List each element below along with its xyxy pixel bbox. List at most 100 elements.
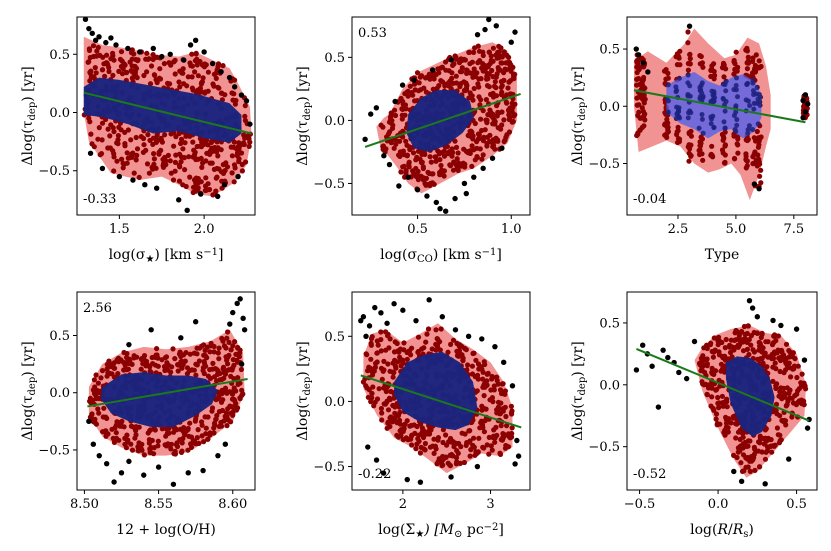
- data-point: [203, 62, 209, 68]
- x-axis-label: log(Σ★) [M⊙ pc−2]: [378, 522, 504, 540]
- data-point: [492, 439, 498, 445]
- data-point: [211, 430, 217, 436]
- data-point: [710, 405, 716, 412]
- data-point: [115, 137, 121, 143]
- data-point: [730, 414, 737, 420]
- outlier-point: [429, 67, 436, 73]
- data-point-inner: [734, 75, 739, 81]
- data-point: [720, 137, 726, 143]
- data-point: [154, 346, 160, 352]
- data-point: [220, 162, 226, 168]
- data-point: [688, 133, 695, 139]
- data-point: [642, 117, 648, 123]
- y-tick-label: −0.5: [588, 157, 620, 172]
- outlier-point: [633, 367, 640, 373]
- data-point: [697, 143, 704, 149]
- data-point: [743, 165, 749, 171]
- outlier-point: [778, 322, 784, 329]
- data-point: [119, 156, 125, 162]
- data-point: [488, 53, 494, 59]
- data-point: [486, 84, 492, 90]
- data-point: [745, 54, 751, 60]
- data-point: [493, 85, 499, 91]
- data-point: [202, 347, 208, 353]
- fit-line: [83, 91, 252, 135]
- data-point: [178, 136, 185, 142]
- data-point: [119, 71, 126, 77]
- data-point: [462, 161, 468, 167]
- data-point: [124, 160, 130, 166]
- plot-area: [81, 17, 253, 214]
- data-point: [745, 136, 751, 143]
- data-point: [721, 74, 727, 80]
- x-tick-label: 1.0: [501, 222, 522, 237]
- data-point: [431, 436, 437, 442]
- data-point: [422, 440, 428, 447]
- data-point: [499, 122, 505, 128]
- data-point: [489, 373, 495, 380]
- data-point: [93, 421, 99, 427]
- data-point: [224, 414, 230, 420]
- data-point: [94, 48, 100, 54]
- data-point-inner: [677, 75, 682, 81]
- data-point: [156, 75, 162, 81]
- outlier-point: [238, 361, 245, 367]
- y-tick-label: 0.0: [49, 386, 70, 401]
- data-point: [108, 56, 114, 62]
- data-point: [479, 156, 485, 162]
- data-point: [147, 450, 153, 456]
- data-point: [181, 428, 187, 434]
- data-point: [231, 397, 237, 403]
- data-point-inner: [721, 119, 727, 125]
- data-point: [459, 65, 465, 71]
- data-point: [754, 128, 760, 135]
- data-point: [212, 366, 218, 372]
- outlier-point: [113, 42, 119, 48]
- data-point: [764, 444, 771, 450]
- data-point: [387, 368, 393, 374]
- data-point: [433, 158, 439, 164]
- data-point: [499, 89, 505, 95]
- fit-line: [87, 377, 248, 408]
- data-point: [704, 342, 710, 348]
- outlier-point: [247, 121, 253, 127]
- data-point: [378, 348, 384, 354]
- data-point: [122, 141, 128, 147]
- y-axis-label-part: ) [yr]: [570, 66, 586, 101]
- data-point: [170, 346, 176, 352]
- data-point: [399, 116, 405, 122]
- data-point: [447, 163, 454, 169]
- data-point: [507, 435, 513, 441]
- x-tick-label: 0.5: [407, 222, 428, 237]
- outlier-point: [241, 327, 248, 333]
- outlier-point: [381, 153, 387, 159]
- data-point: [719, 393, 726, 399]
- data-point: [438, 171, 444, 177]
- data-point: [149, 164, 155, 170]
- data-point: [498, 400, 504, 406]
- data-point: [125, 155, 131, 161]
- data-point: [152, 72, 158, 78]
- data-point-inner: [676, 105, 682, 111]
- data-point: [639, 105, 645, 111]
- data-point: [480, 68, 486, 74]
- data-point: [400, 437, 406, 443]
- data-point: [133, 134, 139, 141]
- data-point: [461, 87, 467, 94]
- data-point: [131, 51, 137, 57]
- data-point: [86, 115, 92, 121]
- data-point: [203, 425, 209, 431]
- data-point: [711, 61, 717, 67]
- outlier-point: [691, 338, 698, 345]
- data-point: [395, 412, 402, 419]
- fit-line: [636, 348, 810, 422]
- data-point: [124, 150, 130, 156]
- data-point: [387, 415, 393, 421]
- x-axis-label: 12 + log(O/H): [116, 522, 216, 538]
- data-point: [174, 427, 180, 433]
- data-point: [392, 112, 399, 119]
- data-point: [205, 373, 211, 379]
- data-point: [225, 329, 231, 335]
- y-tick-label: 0.5: [599, 316, 620, 331]
- data-point: [124, 432, 130, 438]
